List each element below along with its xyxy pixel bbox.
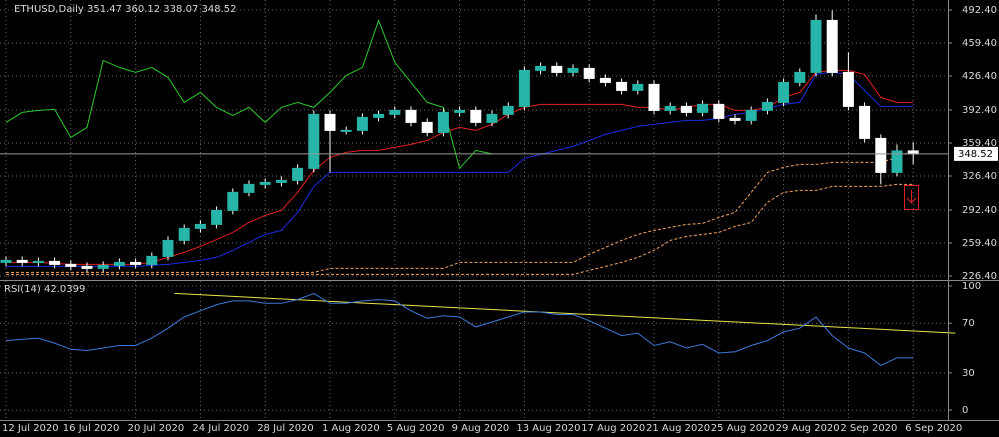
candle-body [81, 265, 93, 269]
chart-title: ETHUSD,Daily 351.47 360.12 338.07 348.52 [14, 4, 236, 15]
x-tick-label: 6 Sep 2020 [905, 423, 962, 434]
indicator-line [5, 18, 493, 170]
candle-body [340, 129, 352, 132]
candle-body [130, 261, 142, 265]
candle-body [859, 105, 871, 139]
down-arrow [906, 190, 917, 204]
candle-body [275, 179, 287, 183]
candle-body [842, 71, 854, 107]
candle-body [16, 259, 28, 263]
candle-body [146, 255, 158, 265]
y-tick-label: 292.40 [962, 205, 997, 216]
indicator-title: RSI(14) 42.0399 [4, 284, 85, 295]
candle-body [486, 113, 498, 123]
candle-body [194, 223, 206, 229]
x-tick-label: 13 Aug 2020 [516, 423, 580, 434]
candle-body [632, 83, 644, 91]
y-tick-label: 100 [962, 281, 981, 292]
candle-body [0, 259, 12, 263]
candle-body [243, 183, 255, 193]
plot [0, 10, 956, 366]
x-tick-label: 2 Sep 2020 [840, 423, 897, 434]
candle-body [616, 81, 628, 91]
candle-body [664, 105, 676, 111]
x-tick-label: 20 Jul 2020 [128, 423, 185, 434]
indicator-line [6, 149, 914, 273]
y-tick-label: 492.40 [962, 5, 997, 16]
x-tick-label: 16 Jul 2020 [63, 423, 120, 434]
candle-body [405, 109, 417, 123]
candle-body [292, 167, 304, 181]
candle-body [49, 260, 61, 265]
candle-body [713, 103, 725, 119]
candle-body [567, 67, 579, 73]
y-tick-label: 359.40 [962, 138, 997, 149]
last-price-label: 348.52 [958, 149, 993, 160]
candle-body [454, 109, 466, 113]
alert-box [904, 185, 919, 210]
y-tick-label: 426.40 [962, 71, 997, 82]
candle-body [178, 227, 190, 241]
y-tick-label: 259.40 [962, 238, 997, 249]
y-tick-label: 226.40 [962, 271, 997, 282]
candle-body [535, 65, 547, 71]
candle-body [373, 113, 385, 118]
candle-body [308, 113, 320, 169]
candle-body [794, 71, 806, 83]
candle-body [227, 191, 239, 211]
candle-body [599, 77, 611, 83]
candle-body [437, 111, 449, 133]
y-tick-label: 0 [962, 405, 968, 416]
y-tick-label: 70 [962, 318, 975, 329]
candle-body [761, 101, 773, 111]
y-tick-label: 30 [962, 368, 975, 379]
candle-body [778, 81, 790, 103]
rsi-line [5, 292, 914, 366]
candle-body [356, 116, 368, 131]
candle-body [259, 181, 271, 185]
candle-body [729, 117, 741, 121]
x-tick-label: 24 Jul 2020 [192, 423, 249, 434]
candle-body [891, 150, 903, 173]
y-tick-label: 326.40 [962, 171, 997, 182]
candle-body [421, 121, 433, 133]
candle-body [65, 263, 77, 267]
candle-body [826, 19, 838, 73]
candle-body [875, 137, 887, 173]
y-tick-label: 459.40 [962, 38, 997, 49]
candle-body [324, 113, 336, 131]
candle-body [211, 209, 223, 225]
candle-body [162, 239, 174, 257]
candle-body [502, 105, 514, 115]
x-tick-label: 28 Jul 2020 [257, 423, 314, 434]
candle-body [648, 83, 660, 111]
candle-body [389, 109, 401, 115]
x-tick-label: 17 Aug 2020 [581, 423, 645, 434]
x-tick-label: 9 Aug 2020 [452, 423, 510, 434]
candle-body [697, 103, 709, 113]
candle-body [583, 67, 595, 79]
candle-body [518, 69, 530, 107]
candle-body [745, 109, 757, 121]
y-tick-label: 392.40 [962, 105, 997, 116]
candle-body [810, 19, 822, 73]
x-tick-label: 21 Aug 2020 [646, 423, 710, 434]
last-price-box [954, 146, 998, 161]
indicator-line [6, 183, 914, 275]
trendline [174, 292, 956, 334]
candle-body [680, 105, 692, 113]
x-tick-label: 12 Jul 2020 [2, 423, 59, 434]
candle-body [470, 109, 482, 123]
candle-body [97, 264, 109, 269]
candle-body [113, 261, 125, 266]
candle-body [551, 65, 563, 73]
x-tick-label: 1 Aug 2020 [322, 423, 380, 434]
candle-body [32, 260, 44, 263]
x-tick-label: 29 Aug 2020 [776, 423, 840, 434]
x-tick-label: 25 Aug 2020 [711, 423, 775, 434]
x-tick-label: 5 Aug 2020 [387, 423, 445, 434]
